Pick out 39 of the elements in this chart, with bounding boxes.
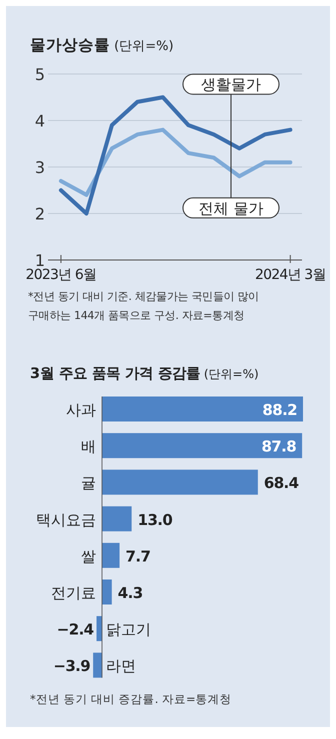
y-tick-label: 쌀 bbox=[81, 547, 96, 566]
y-tick-label: 배 bbox=[81, 438, 96, 456]
y-tick-label: 전기료 bbox=[51, 584, 96, 602]
bar bbox=[102, 433, 302, 458]
text: *전년 동기 대비 기준. 체감물가는 국민들이 많이 구매하는 144개 품목으로 구성. 자료=통계청 bbox=[28, 290, 259, 322]
chart-title: 물가상승률 (단위=%) bbox=[30, 36, 174, 54]
bar bbox=[102, 580, 112, 604]
line-series bbox=[58, 128, 292, 197]
y-tick-label: 닭고기 bbox=[106, 620, 151, 639]
data-label: 7.7 bbox=[126, 547, 150, 566]
bar bbox=[102, 396, 303, 422]
bar bbox=[102, 542, 120, 568]
y-tick-label: 사과 bbox=[66, 401, 96, 419]
x-tick-label: 2024년 3월 bbox=[255, 267, 326, 283]
text: 생활물가 bbox=[201, 76, 261, 94]
text: *전년 동기 대비 증감률. 자료=통계청 bbox=[30, 692, 232, 706]
bar bbox=[102, 506, 132, 532]
data-label: 87.8 bbox=[261, 438, 296, 456]
line-series bbox=[58, 95, 292, 216]
y-tick-label: 라면 bbox=[106, 657, 136, 676]
data-label: 13.0 bbox=[138, 510, 172, 529]
text: 전체 물가 bbox=[198, 199, 264, 218]
data-label: −3.9 bbox=[53, 657, 90, 676]
y-tick-label: 귤 bbox=[81, 474, 96, 492]
bar bbox=[96, 616, 102, 642]
data-label: 88.2 bbox=[262, 401, 298, 419]
x-tick-label: 2023년 6월 bbox=[26, 267, 96, 283]
y-tick-label: 4 bbox=[34, 112, 46, 130]
data-label: 68.4 bbox=[264, 474, 299, 492]
bar bbox=[102, 470, 258, 495]
y-tick-label: 2 bbox=[34, 204, 46, 224]
y-tick-label: 5 bbox=[34, 65, 46, 84]
bar bbox=[93, 652, 102, 678]
y-tick-label: 1 bbox=[34, 251, 46, 270]
data-label: −2.4 bbox=[56, 620, 94, 639]
data-label: 4.3 bbox=[118, 584, 143, 602]
y-tick-label: 택시요금 bbox=[36, 510, 96, 529]
y-tick-label: 3 bbox=[34, 158, 46, 177]
chart-title: 3월 주요 품목 가격 증감률 (단위=%) bbox=[30, 366, 259, 382]
